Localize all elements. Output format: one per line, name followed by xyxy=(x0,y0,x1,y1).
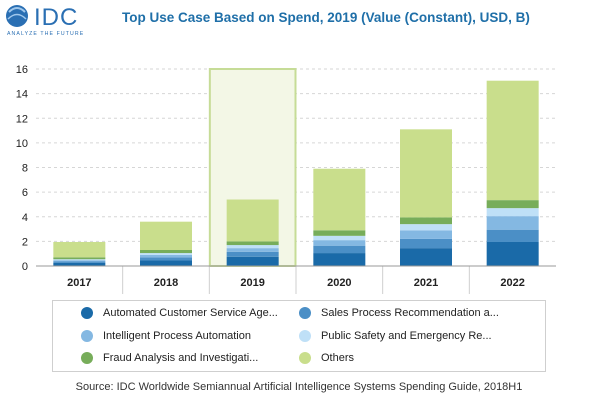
legend-label: Public Safety and Emergency Re... xyxy=(321,330,492,342)
bar-segment[interactable] xyxy=(400,224,452,231)
bar-segment[interactable] xyxy=(140,257,192,261)
bar-segment[interactable] xyxy=(313,253,366,266)
legend-label: Fraud Analysis and Investigati... xyxy=(103,352,259,364)
logo-tagline: ANALYZE THE FUTURE xyxy=(7,31,84,37)
x-tick-label: 2019 xyxy=(240,277,264,289)
y-tick-label: 6 xyxy=(22,187,28,199)
legend-swatch xyxy=(299,307,311,319)
chart-title: Top Use Case Based on Spend, 2019 (Value… xyxy=(122,10,530,25)
bar-segment[interactable] xyxy=(140,254,192,258)
legend-swatch xyxy=(81,307,93,319)
bar-segment[interactable] xyxy=(140,260,192,266)
legend-item[interactable]: Intelligent Process Automation xyxy=(81,330,251,342)
legend-label: Intelligent Process Automation xyxy=(103,330,251,342)
legend-item[interactable]: Sales Process Recommendation a... xyxy=(299,307,499,319)
y-tick-label: 2 xyxy=(22,236,28,248)
legend-label: Sales Process Recommendation a... xyxy=(321,307,499,319)
bar-segment[interactable] xyxy=(313,235,366,241)
legend-swatch xyxy=(299,330,311,342)
legend-swatch xyxy=(299,352,311,364)
legend-swatch xyxy=(81,330,93,342)
bar-segment[interactable] xyxy=(226,248,279,252)
bar-segment[interactable] xyxy=(486,216,539,230)
y-tick-label: 4 xyxy=(22,212,28,224)
bar-segment[interactable] xyxy=(400,217,452,225)
bar-segment[interactable] xyxy=(313,168,366,231)
bar-segment[interactable] xyxy=(400,248,452,266)
axes-layer: 0 2 4 6 8 10 12 14 16 2017 2018 2019 2020 2021 2022 xyxy=(16,64,556,294)
bars-layer xyxy=(53,80,539,266)
bar-segment[interactable] xyxy=(486,229,539,242)
bar-segment[interactable] xyxy=(53,261,106,263)
idc-logo: IDC ANALYZE THE FUTURE xyxy=(6,4,84,37)
bar-segment[interactable] xyxy=(140,249,192,254)
y-tick-label: 8 xyxy=(22,163,28,175)
bar-segment[interactable] xyxy=(226,256,279,266)
legend: Automated Customer Service Age... Sales P… xyxy=(52,300,546,372)
y-tick-label: 12 xyxy=(16,113,28,125)
y-tick-label: 0 xyxy=(22,261,28,273)
legend-item[interactable]: Others xyxy=(299,352,354,364)
source-note: Source: IDC Worldwide Semiannual Artific… xyxy=(75,381,523,393)
bar-segment[interactable] xyxy=(400,230,452,239)
bar-segment[interactable] xyxy=(53,257,106,260)
bar-segment[interactable] xyxy=(486,80,539,201)
bar-segment[interactable] xyxy=(226,199,279,242)
x-tick-label: 2021 xyxy=(414,277,438,289)
legend-swatch xyxy=(81,352,93,364)
legend-label: Others xyxy=(321,352,355,364)
bar-segment[interactable] xyxy=(226,251,279,257)
bar-segment[interactable] xyxy=(53,259,106,261)
bar-segment[interactable] xyxy=(486,200,539,209)
bar-segment[interactable] xyxy=(486,208,539,217)
logo-text: IDC xyxy=(34,4,78,31)
x-tick-label: 2020 xyxy=(327,277,351,289)
legend-item[interactable]: Automated Customer Service Age... xyxy=(81,307,278,319)
bar-segment[interactable] xyxy=(226,245,279,249)
bar-segment[interactable] xyxy=(140,253,192,255)
bar-segment[interactable] xyxy=(313,245,366,254)
legend-item[interactable]: Fraud Analysis and Investigati... xyxy=(81,352,258,364)
bar-segment[interactable] xyxy=(53,260,106,262)
bar-segment[interactable] xyxy=(53,262,106,266)
x-tick-label: 2018 xyxy=(154,277,178,289)
y-tick-label: 10 xyxy=(16,138,28,150)
x-tick-label: 2017 xyxy=(67,277,91,289)
x-tick-label: 2022 xyxy=(500,277,524,289)
bar-segment[interactable] xyxy=(53,241,106,258)
bar-segment[interactable] xyxy=(313,230,366,236)
bar-segment[interactable] xyxy=(400,129,452,218)
bar-segment[interactable] xyxy=(226,241,279,246)
y-tick-label: 14 xyxy=(16,89,28,101)
bar-segment[interactable] xyxy=(400,238,452,249)
bar-segment[interactable] xyxy=(313,240,366,246)
bar-segment[interactable] xyxy=(140,221,192,250)
stacked-bar-chart: 0 2 4 6 8 10 12 14 16 2017 2018 2019 2020 2021 2022 xyxy=(16,64,556,294)
legend-label: Automated Customer Service Age... xyxy=(103,307,278,319)
bar-segment[interactable] xyxy=(486,241,539,266)
y-tick-label: 16 xyxy=(16,64,28,76)
legend-item[interactable]: Public Safety and Emergency Re... xyxy=(299,330,492,342)
